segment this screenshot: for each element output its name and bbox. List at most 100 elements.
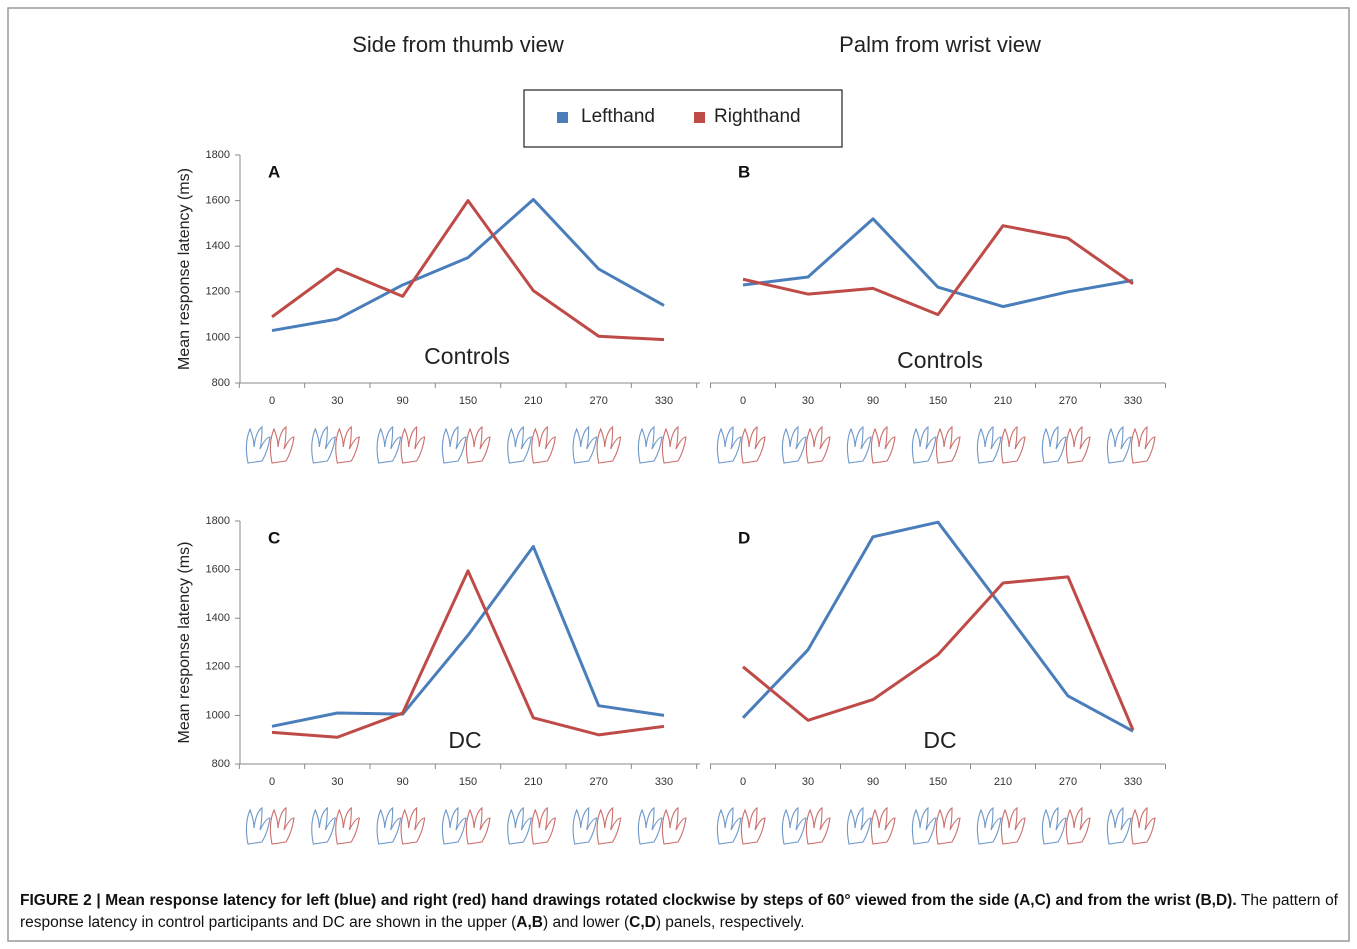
hand-drawing xyxy=(312,808,336,844)
hand-drawing xyxy=(717,808,741,844)
hand-drawing xyxy=(573,427,597,463)
hand-drawing xyxy=(401,808,425,844)
y-tick-label: 800 xyxy=(212,377,230,389)
column-title: Side from thumb view xyxy=(352,32,564,57)
x-tick-label: 150 xyxy=(929,776,947,788)
hand-drawing xyxy=(662,427,686,463)
hand-drawing xyxy=(508,427,532,463)
hand-drawing xyxy=(1042,808,1066,844)
x-tick-label: 330 xyxy=(655,776,673,788)
hand-drawing xyxy=(912,427,936,463)
caption-run: A,B xyxy=(516,914,543,931)
x-tick-label: 30 xyxy=(331,776,343,788)
hand-drawing xyxy=(782,808,806,844)
hand-drawing xyxy=(1066,427,1090,463)
series-line xyxy=(272,199,664,330)
hand-drawing xyxy=(717,427,741,463)
caption-run: FIGURE 2 | Mean response latency for lef… xyxy=(20,892,1237,909)
hand-drawing xyxy=(1001,808,1025,844)
hand-drawing xyxy=(466,808,490,844)
hand-drawing xyxy=(782,427,806,463)
series-line xyxy=(743,522,1133,731)
y-tick-label: 800 xyxy=(212,758,230,770)
annotation: Controls xyxy=(897,347,983,373)
hand-drawing xyxy=(977,427,1001,463)
hand-drawing xyxy=(847,427,871,463)
caption-run: ) panels, respectively. xyxy=(656,914,805,931)
x-tick-label: 30 xyxy=(331,395,343,407)
annotation: DC xyxy=(448,727,481,753)
legend-label: Righthand xyxy=(714,106,801,127)
panel-label: D xyxy=(738,528,750,547)
hand-drawing xyxy=(871,808,895,844)
x-tick-label: 90 xyxy=(867,776,879,788)
hand-drawing xyxy=(442,427,466,463)
panel-label: C xyxy=(268,528,280,547)
x-tick-label: 270 xyxy=(589,395,607,407)
hand-drawing xyxy=(377,427,401,463)
series-line xyxy=(743,226,1133,315)
series-line xyxy=(272,571,664,737)
hand-drawing xyxy=(246,427,270,463)
hand-drawing xyxy=(1066,808,1090,844)
hand-drawing xyxy=(806,808,830,844)
hand-drawing xyxy=(1001,427,1025,463)
hand-drawing xyxy=(1107,427,1131,463)
hand-drawing xyxy=(466,427,490,463)
x-tick-label: 150 xyxy=(459,776,477,788)
hand-drawing xyxy=(741,808,765,844)
x-tick-label: 90 xyxy=(397,776,409,788)
x-tick-label: 150 xyxy=(459,395,477,407)
y-tick-label: 1200 xyxy=(206,661,230,673)
caption-run: ) and lower ( xyxy=(543,914,629,931)
hand-drawing xyxy=(912,808,936,844)
hand-drawing xyxy=(312,427,336,463)
figure-canvas: Side from thumb view Palm from wrist vie… xyxy=(0,0,1357,949)
hand-drawing xyxy=(336,808,360,844)
y-axis-label: Mean response latency (ms) xyxy=(176,542,193,744)
x-tick-label: 270 xyxy=(1059,395,1077,407)
x-tick-label: 270 xyxy=(1059,776,1077,788)
hand-drawing xyxy=(597,808,621,844)
hand-drawing xyxy=(1131,808,1155,844)
hand-drawing xyxy=(1131,427,1155,463)
y-axis-label: Mean response latency (ms) xyxy=(176,168,193,370)
hand-drawing xyxy=(508,808,532,844)
hand-drawing xyxy=(638,427,662,463)
x-tick-label: 330 xyxy=(1124,395,1142,407)
hand-drawing xyxy=(1042,427,1066,463)
hand-drawing xyxy=(597,427,621,463)
x-tick-label: 210 xyxy=(994,776,1012,788)
x-tick-label: 30 xyxy=(802,395,814,407)
series-line xyxy=(743,577,1133,730)
panel-label: B xyxy=(738,162,750,181)
x-tick-label: 90 xyxy=(867,395,879,407)
hand-drawing xyxy=(936,427,960,463)
hand-drawing xyxy=(336,427,360,463)
column-title: Palm from wrist view xyxy=(839,32,1041,57)
hand-drawing xyxy=(847,808,871,844)
y-tick-label: 1000 xyxy=(206,709,230,721)
hand-drawing xyxy=(1107,808,1131,844)
y-tick-label: 1400 xyxy=(206,612,230,624)
hand-drawing xyxy=(532,808,556,844)
hand-drawing xyxy=(936,808,960,844)
annotation: DC xyxy=(923,727,956,753)
x-tick-label: 330 xyxy=(655,395,673,407)
hand-drawing xyxy=(377,808,401,844)
hand-drawing xyxy=(638,808,662,844)
panel-label: A xyxy=(268,162,280,181)
hand-drawing xyxy=(741,427,765,463)
y-tick-label: 1200 xyxy=(206,286,230,298)
hand-drawing xyxy=(662,808,686,844)
y-tick-label: 1600 xyxy=(206,564,230,576)
x-tick-label: 0 xyxy=(740,395,746,407)
legend-swatch xyxy=(694,112,705,123)
x-tick-label: 210 xyxy=(524,776,542,788)
hand-drawing xyxy=(442,808,466,844)
hand-drawing xyxy=(270,427,294,463)
legend-swatch xyxy=(557,112,568,123)
hand-drawing xyxy=(806,427,830,463)
annotation: Controls xyxy=(424,343,510,369)
y-tick-label: 1800 xyxy=(206,515,230,527)
